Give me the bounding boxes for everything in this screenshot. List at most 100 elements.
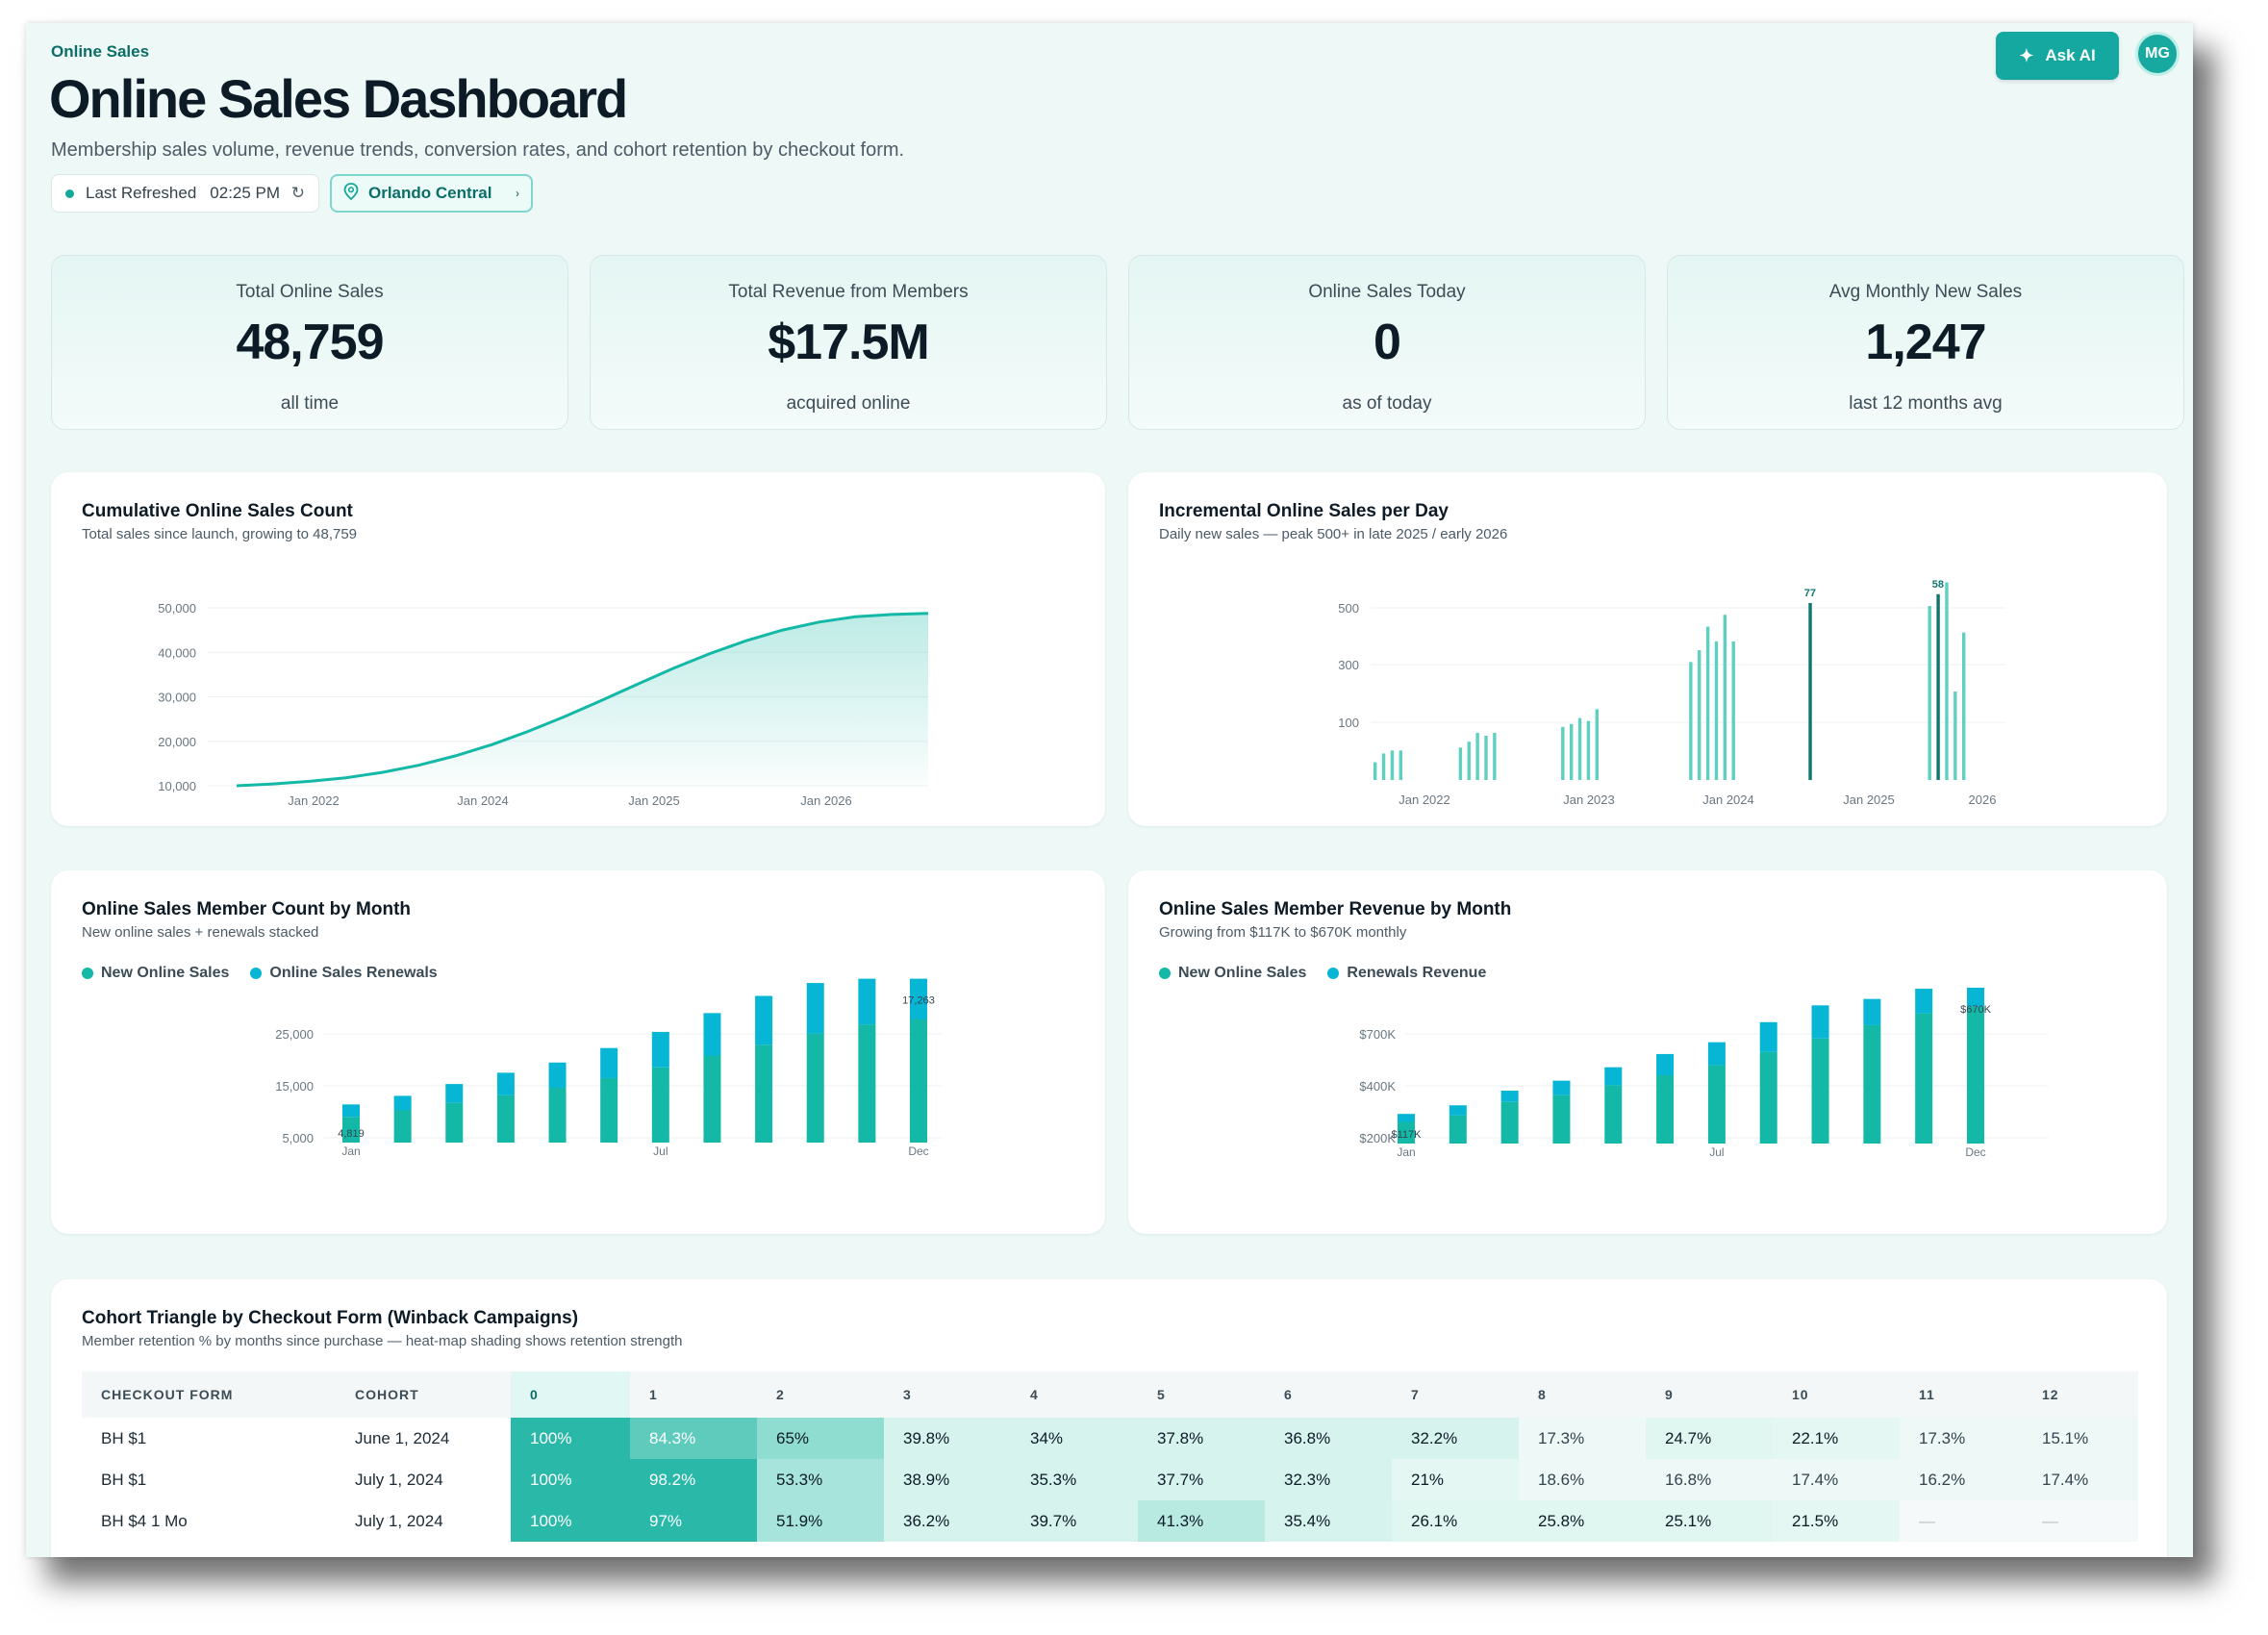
chart-subtitle: Growing from $117K to $670K monthly xyxy=(1159,924,1407,941)
y-tick-label: 500 xyxy=(1338,601,1359,616)
y-tick-label: 5,000 xyxy=(282,1131,314,1145)
kpi-label: Online Sales Today xyxy=(1308,282,1466,302)
month-column-header[interactable]: 11 xyxy=(1900,1371,2023,1418)
retention-cell: 100% xyxy=(511,1500,630,1542)
refresh-label: Last Refreshed xyxy=(86,184,197,202)
bar-new-sales xyxy=(703,1055,721,1143)
legend-item-renewals-revenue[interactable]: Renewals Revenue xyxy=(1327,965,1486,982)
last-refreshed-chip[interactable]: Last Refreshed 02:25 PM ↻ xyxy=(51,174,319,213)
legend-item-new-sales[interactable]: New Online Sales xyxy=(1159,965,1306,982)
table-row[interactable]: BH $1 July 1, 2024 100% 98.2% 53.3% 38.9% 35.3… xyxy=(82,1459,2138,1500)
legend-label: New Online Sales xyxy=(101,965,230,981)
location-selector[interactable]: Orlando Central › xyxy=(330,174,533,213)
x-tick-label: Jan xyxy=(341,1144,360,1158)
bar-new-sales xyxy=(910,1019,927,1143)
retention-cell: — xyxy=(1900,1500,2023,1542)
data-bar xyxy=(1936,593,1940,780)
cohort-date-cell: June 1, 2024 xyxy=(355,1428,450,1447)
month-column-header[interactable]: 10 xyxy=(1773,1371,1900,1418)
retention-cell: 32.2% xyxy=(1392,1418,1519,1459)
bar-new-sales xyxy=(651,1067,669,1143)
kpi-card-sales-today: Online Sales Today 0 as of today xyxy=(1128,255,1646,430)
bar-renewals xyxy=(910,978,927,1019)
bar-renewals xyxy=(548,1062,567,1089)
bar-renewals xyxy=(1863,998,1881,1025)
series-line xyxy=(236,612,929,788)
table-row[interactable]: BH $1 June 1, 2024 100% 84.3% 65% 39.8% 34% 37.… xyxy=(82,1418,2138,1459)
retention-cell: 21.5% xyxy=(1773,1500,1900,1542)
month-column-header[interactable]: 5 xyxy=(1138,1371,1265,1418)
retention-cell: 39.8% xyxy=(884,1418,1011,1459)
month-column-header[interactable]: 2 xyxy=(757,1371,884,1418)
retention-cell: 37.8% xyxy=(1138,1418,1265,1459)
y-tick-label: 10,000 xyxy=(158,779,196,793)
retention-cell: 25.1% xyxy=(1646,1500,1773,1542)
refresh-icon[interactable]: ↻ xyxy=(290,184,305,202)
legend-label: Renewals Revenue xyxy=(1347,965,1487,981)
legend-swatch xyxy=(82,968,93,979)
retention-cell: 26.1% xyxy=(1392,1500,1519,1542)
ask-ai-button[interactable]: ✦ Ask AI xyxy=(1996,32,2119,80)
month-column-header[interactable]: 4 xyxy=(1011,1371,1138,1418)
page-subtitle: Membership sales volume, revenue trends,… xyxy=(51,139,905,161)
legend-swatch xyxy=(1159,968,1171,979)
month-column-header[interactable]: 1 xyxy=(630,1371,757,1418)
retention-cell: 41.3% xyxy=(1138,1500,1265,1542)
bar-renewals xyxy=(858,978,876,1025)
retention-cell: 51.9% xyxy=(757,1500,884,1542)
chart-subtitle: New online sales + renewals stacked xyxy=(82,924,319,941)
data-bar xyxy=(1723,615,1727,780)
legend-item-new-sales[interactable]: New Online Sales xyxy=(82,965,229,982)
bar-renewals xyxy=(703,1013,721,1056)
data-bar xyxy=(1577,717,1582,780)
checkout-form-cell: BH $4 1 Mo xyxy=(101,1511,188,1530)
bar-renewals xyxy=(1759,1021,1777,1052)
bar-renewals xyxy=(1552,1080,1571,1095)
legend-item-renewals[interactable]: Online Sales Renewals xyxy=(250,965,438,982)
bar-renewals xyxy=(1500,1091,1519,1102)
retention-cell: 21% xyxy=(1392,1459,1519,1500)
bar-renewals xyxy=(651,1031,669,1068)
month-column-header[interactable]: 0 xyxy=(511,1371,630,1418)
month-column-header[interactable]: 12 xyxy=(2023,1371,2138,1418)
kpi-subtext: all time xyxy=(280,393,340,414)
kpi-value: 1,247 xyxy=(1865,314,1986,370)
column-header[interactable]: COHORT xyxy=(336,1371,511,1418)
month-column-header[interactable]: 3 xyxy=(884,1371,1011,1418)
chart-title: Online Sales Member Revenue by Month xyxy=(1159,899,1512,919)
bar-renewals xyxy=(1656,1053,1675,1075)
bar-new-sales xyxy=(1398,1121,1415,1144)
checkout-form-cell: BH $1 xyxy=(101,1470,147,1489)
bar-renewals xyxy=(755,995,773,1045)
retention-cell: 17.4% xyxy=(1773,1459,1900,1500)
data-bar xyxy=(1399,750,1403,780)
month-column-header[interactable]: 8 xyxy=(1519,1371,1646,1418)
dashboard-window: Online Sales Online Sales Dashboard Memb… xyxy=(26,23,2193,1557)
x-tick-label: Dec xyxy=(908,1144,928,1158)
data-label: 58 xyxy=(1932,579,1944,591)
retention-cell: 39.7% xyxy=(1011,1500,1138,1542)
month-column-header[interactable]: 6 xyxy=(1265,1371,1392,1418)
retention-cell: 98.2% xyxy=(630,1459,757,1500)
y-tick-label: 40,000 xyxy=(158,645,196,660)
column-header[interactable]: CHECKOUT FORM xyxy=(82,1371,336,1418)
y-tick-label: 300 xyxy=(1338,658,1359,672)
user-avatar[interactable]: MG xyxy=(2135,32,2180,76)
bar-new-sales xyxy=(1707,1065,1726,1144)
table-row[interactable]: BH $4 1 Mo July 1, 2024 100% 97% 51.9% 36.2% 3… xyxy=(82,1500,2138,1542)
bar-renewals xyxy=(1398,1114,1415,1122)
x-tick-label: Jan 2025 xyxy=(628,793,680,808)
month-column-header[interactable]: 9 xyxy=(1646,1371,1773,1418)
retention-cell: 15.1% xyxy=(2023,1418,2138,1459)
data-bar xyxy=(1962,632,1966,780)
status-dot-icon xyxy=(65,189,74,198)
bar-renewals xyxy=(1915,989,1933,1014)
legend-label: Online Sales Renewals xyxy=(269,965,438,981)
y-tick-label: 100 xyxy=(1338,716,1359,730)
data-label: 77 xyxy=(1804,588,1816,599)
month-column-header[interactable]: 7 xyxy=(1392,1371,1519,1418)
data-bar xyxy=(1381,753,1386,780)
cumulative-sales-card: Cumulative Online Sales Count Total sale… xyxy=(51,472,1105,826)
kpi-value: $17.5M xyxy=(768,314,929,370)
retention-cell: 35.3% xyxy=(1011,1459,1138,1500)
